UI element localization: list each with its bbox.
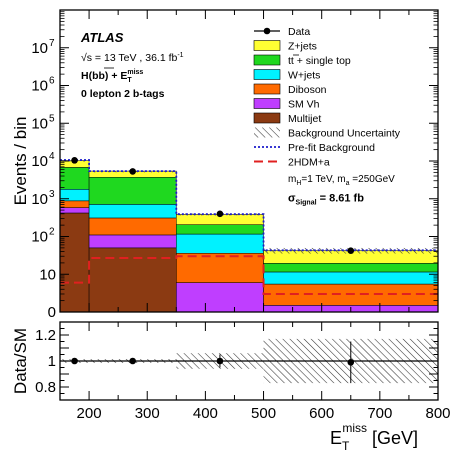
top-y-tick-label: 10 bbox=[31, 78, 48, 95]
top-y-tick-exponent: 2 bbox=[49, 227, 55, 238]
legend-label-diboson: Diboson bbox=[288, 84, 327, 96]
legend-label-tt-single-top: tt + single top bbox=[288, 55, 351, 67]
bar-diboson-bin-2 bbox=[176, 252, 264, 283]
atlas-label: ATLAS bbox=[80, 30, 124, 45]
top-y-tick-label: 10 bbox=[31, 191, 48, 208]
x-tick-label: 200 bbox=[77, 405, 102, 422]
bar-sm-vh-bin-2 bbox=[176, 282, 264, 312]
legend-swatch-tt-single-top bbox=[253, 54, 281, 66]
top-y-tick-label: 0 bbox=[48, 304, 56, 321]
bar-tt-single-top-bin-1 bbox=[88, 177, 177, 205]
top-y-tick-exponent: 3 bbox=[49, 189, 55, 200]
legend-signal-label: 2HDM+a bbox=[288, 157, 330, 169]
top-y-tick-label: 10 bbox=[31, 153, 48, 170]
top-y-axis-title: Events / bin bbox=[11, 117, 30, 206]
bar-tt-single-top-bin-2 bbox=[176, 224, 264, 235]
top-x-ticks bbox=[59, 10, 439, 312]
x-tick-label: 600 bbox=[309, 405, 334, 422]
ratio-points-layer bbox=[60, 341, 438, 384]
data-point-bin-2 bbox=[216, 210, 224, 218]
bar-w-jets-bin-1 bbox=[88, 204, 177, 219]
overlay-lines-layer bbox=[60, 159, 438, 295]
top-y-tick-label: 10 bbox=[31, 229, 48, 246]
top-y-tick-exponent: 7 bbox=[49, 38, 55, 49]
legend-uncertainty-swatch bbox=[254, 127, 280, 138]
data-points-layer bbox=[71, 157, 355, 255]
ratio-point-bin-3 bbox=[347, 359, 355, 366]
data-point-bin-0 bbox=[71, 157, 78, 164]
legend-prefit-label: Pre-fit Background bbox=[288, 142, 375, 154]
data-point-bin-3 bbox=[347, 247, 355, 255]
top-y-tick-exponent: 5 bbox=[49, 113, 55, 124]
top-stack-layer bbox=[60, 160, 438, 312]
legend-label-z-jets: Z+jets bbox=[288, 41, 317, 53]
data-point-bin-1 bbox=[129, 168, 136, 175]
top-y-tick-label: 10 bbox=[31, 40, 48, 57]
bar-w-jets-bin-2 bbox=[176, 233, 264, 254]
channel-label: H(bb) + Emiss T bbox=[81, 69, 143, 84]
channel-label-2: 0 lepton 2 b-tags bbox=[81, 88, 165, 100]
ratio-point-bin-0 bbox=[71, 357, 78, 365]
bar-sm-vh-bin-1 bbox=[88, 234, 177, 249]
legend-swatch-multijet bbox=[253, 112, 281, 124]
x-tick-label: 500 bbox=[251, 405, 276, 422]
legend-swatch-z-jets bbox=[253, 40, 281, 51]
bar-diboson-bin-1 bbox=[88, 217, 177, 236]
legend-swatch-w-jets bbox=[253, 69, 281, 80]
top-y-tick-label: 10 bbox=[39, 266, 56, 283]
legend-label-sm-vh: SM Vh bbox=[288, 99, 320, 111]
signal-2hdma-line bbox=[60, 255, 438, 295]
x-tick-label: 700 bbox=[367, 405, 392, 422]
legend-uncertainty-label: Background Uncertainty bbox=[288, 128, 401, 140]
top-y-tick-exponent: 4 bbox=[49, 151, 55, 162]
legend: Data Z+jets tt + single top W+jets Diboson SM… bbox=[253, 26, 401, 207]
ratio-point-bin-2 bbox=[216, 357, 224, 365]
sqrt-s-label: √s = 13 TeV , 36.1 fb-1 bbox=[81, 52, 184, 64]
legend-data-marker bbox=[263, 27, 271, 35]
x-tick-label: 800 bbox=[425, 405, 450, 422]
ratio-y-tick-label: 0.8 bbox=[35, 379, 56, 396]
ratio-y-axis-title: Data/SM bbox=[11, 328, 30, 394]
bar-tt-single-top-bin-3 bbox=[263, 263, 438, 273]
ratio-y-tick-label: 1.2 bbox=[35, 327, 56, 344]
legend-label-w-jets: W+jets bbox=[288, 70, 320, 82]
legend-sigma-label: σSignal = 8.61 fb bbox=[288, 193, 364, 207]
top-y-tick-exponent: 6 bbox=[49, 76, 55, 87]
ratio-y-ticks: 0.8 1 1.2 bbox=[35, 321, 438, 401]
bar-w-jets-bin-3 bbox=[263, 271, 438, 285]
legend-swatch-diboson bbox=[253, 83, 281, 95]
top-y-tick-label: 10 bbox=[31, 115, 48, 132]
ratio-x-ticks: 200 300 400 500 600 700 800 bbox=[59, 322, 451, 422]
bar-multijet-bin-0 bbox=[60, 212, 90, 312]
x-tick-label: 300 bbox=[135, 405, 160, 422]
legend-swatch-sm-vh bbox=[253, 98, 281, 109]
legend-data-label: Data bbox=[288, 26, 310, 38]
bar-tt-single-top-bin-0 bbox=[60, 167, 90, 190]
legend-mass-label: mH=1 TeV, ma =250GeV bbox=[288, 174, 395, 187]
x-axis-title: ETmiss [GeV] bbox=[330, 421, 418, 453]
ratio-y-tick-label: 1 bbox=[48, 353, 56, 370]
legend-label-multijet: Multijet bbox=[288, 113, 321, 125]
prefit-background-line bbox=[60, 159, 438, 252]
x-tick-label: 400 bbox=[193, 405, 218, 422]
ratio-point-bin-1 bbox=[129, 357, 136, 365]
